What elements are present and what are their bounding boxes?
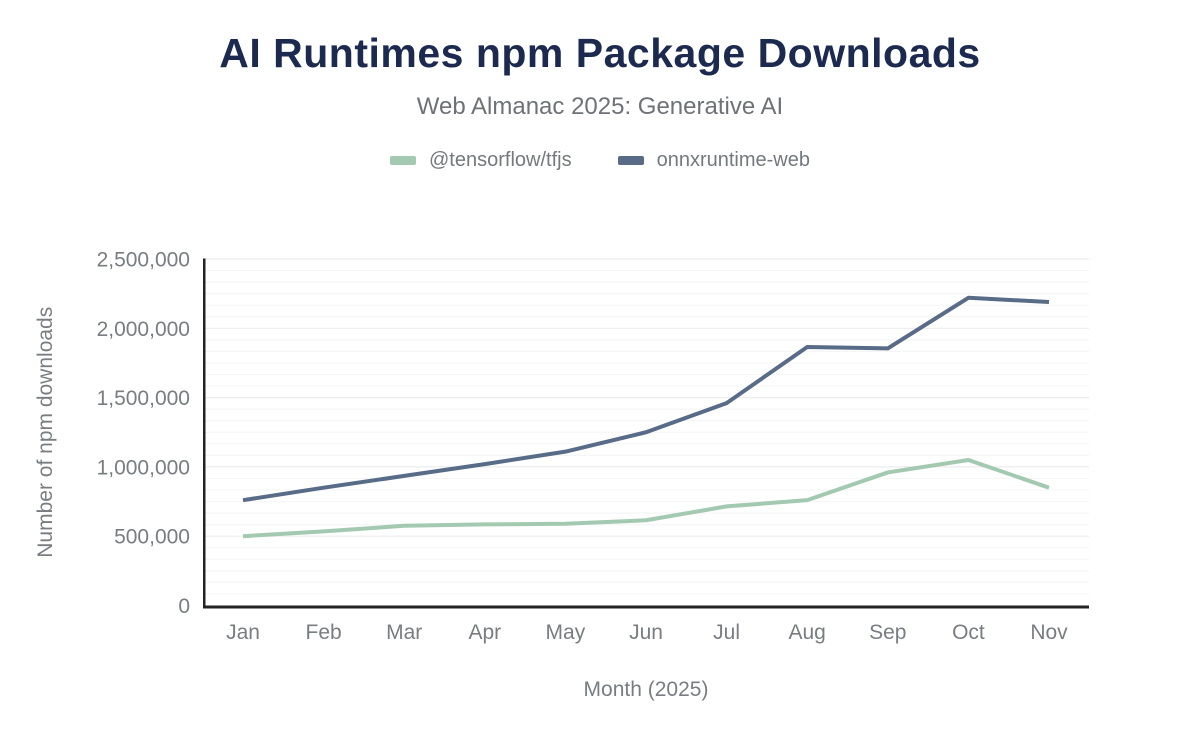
x-tick-label: Oct [952, 621, 985, 644]
legend-item-tfjs: @tensorflow/tfjs [390, 149, 572, 172]
y-axis-title: Number of npm downloads [34, 307, 57, 558]
tfjs-series-label: @tensorflow/tfjs [429, 149, 572, 171]
x-tick-label: Mar [386, 621, 422, 644]
x-tick-label: Jul [713, 621, 740, 644]
y-tick-label: 1,500,000 [97, 387, 190, 410]
chart-title: AI Runtimes npm Package Downloads [219, 30, 981, 76]
x-axis-title: Month (2025) [584, 678, 709, 701]
y-tick-label: 2,000,000 [97, 318, 190, 341]
onnxruntime-web-series-label: onnxruntime-web [656, 149, 810, 171]
line-chart-svg: 0 500,000 1,000,000 1,500,000 2,000,000 2,500… [34, 249, 1089, 701]
line-chart: 0 500,000 1,000,000 1,500,000 2,000,000 2,500… [0, 222, 1200, 742]
x-tick-label: Apr [468, 621, 501, 644]
x-tick-label: Nov [1030, 621, 1068, 644]
y-tick-label: 500,000 [114, 526, 190, 549]
y-tick-label: 2,500,000 [97, 249, 190, 272]
onnxruntime-web-series-swatch [617, 156, 644, 165]
onnxruntime-web-series-line [242, 295, 1050, 503]
legend-item-onnxruntime-web: onnxruntime-web [617, 149, 810, 172]
legend: @tensorflow/tfjs onnxruntime-web [0, 149, 1200, 172]
y-tick-label: 1,000,000 [97, 456, 190, 479]
x-tick-label: May [546, 621, 586, 644]
tfjs-series-line [242, 457, 1050, 539]
y-tick-label: 0 [178, 595, 190, 618]
x-tick-label: Jan [226, 621, 260, 644]
x-tick-label: Sep [869, 621, 906, 644]
x-tick-label: Jun [629, 621, 663, 644]
chart-subtitle: Web Almanac 2025: Generative AI [416, 93, 784, 120]
x-tick-label: Aug [789, 621, 826, 644]
tfjs-series-swatch [390, 156, 416, 165]
x-tick-label: Feb [306, 621, 342, 644]
